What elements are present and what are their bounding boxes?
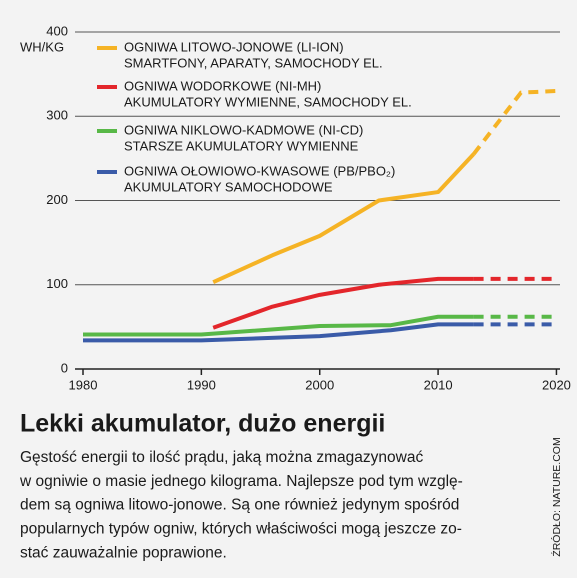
body-line: dem są ogniwa litowo-jonowe. Są one równ… xyxy=(20,497,459,514)
legend-description: AKUMULATORY SAMOCHODOWE xyxy=(124,179,333,194)
y-tick-label: 400 xyxy=(46,23,68,38)
legend-label: OGNIWA WODORKOWE (NI-MH) xyxy=(124,78,321,93)
legend-description: SMARTFONY, APARATY, SAMOCHODY EL. xyxy=(124,55,383,70)
legend-label: OGNIWA NIKLOWO-KADMOWE (NI-CD) xyxy=(124,122,363,137)
body-line: popularnych typów ogniw, których właściw… xyxy=(20,520,462,537)
series-line xyxy=(212,276,474,330)
x-tick-label: 2010 xyxy=(424,377,453,392)
y-tick-label: 100 xyxy=(46,276,68,291)
series-line xyxy=(83,322,474,343)
y-tick-label: 0 xyxy=(61,360,68,375)
article-title: Lekki akumulator, dużo energii xyxy=(20,410,385,438)
x-tick-label: 2020 xyxy=(542,377,571,392)
source: ŹRÓDŁO: NATURE.COM xyxy=(550,437,563,556)
y-tick-label: 300 xyxy=(46,108,68,123)
y-tick-label: 200 xyxy=(46,192,68,207)
y-axis-label: WH/KG xyxy=(20,39,64,54)
body-line: stać zauważalnie poprawione. xyxy=(20,544,227,561)
body-line: w ogniwie o masie jednego kilograma. Naj… xyxy=(19,473,463,490)
series-line xyxy=(83,314,474,337)
legend-label: OGNIWA OŁOWIOWO-KWASOWE (PB/PBO₂) xyxy=(124,163,395,178)
projection-line xyxy=(472,88,557,156)
x-tick-label: 1980 xyxy=(69,377,98,392)
series-line xyxy=(212,152,476,285)
legend-description: AKUMULATORY WYMIENNE, SAMOCHODY EL. xyxy=(124,94,412,109)
legend-label: OGNIWA LITOWO-JONOWE (LI-ION) xyxy=(124,39,344,54)
body-line: Gęstość energii to ilość prądu, jaką moż… xyxy=(20,449,423,466)
x-tick-label: 1990 xyxy=(187,377,216,392)
x-tick-label: 2000 xyxy=(305,377,334,392)
legend-description: STARSZE AKUMULATORY WYMIENNE xyxy=(124,138,359,153)
